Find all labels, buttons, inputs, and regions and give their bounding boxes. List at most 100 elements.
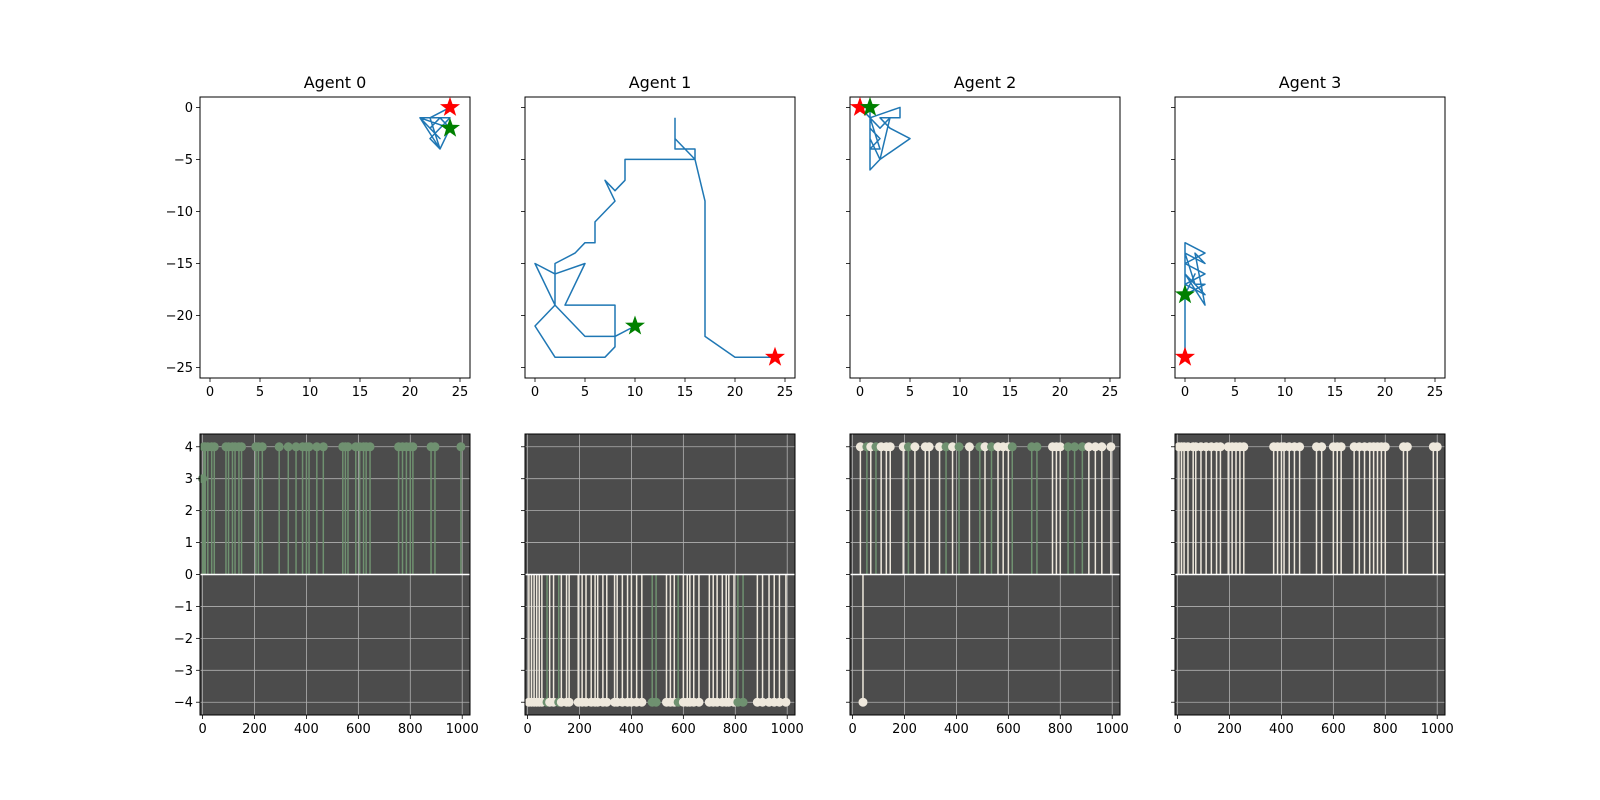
- x-tick-label: 5: [1231, 385, 1239, 400]
- y-tick-label: −4: [174, 696, 193, 711]
- y-tick-label: −3: [174, 664, 193, 679]
- stem-marker: [738, 697, 748, 707]
- stem-marker: [1055, 442, 1065, 452]
- end-marker-star: [440, 117, 460, 137]
- x-tick-label: 25: [1427, 385, 1444, 400]
- plot-background: [200, 97, 470, 378]
- x-tick-label: 15: [1002, 385, 1019, 400]
- stem: [858, 574, 868, 707]
- stem: [408, 442, 418, 575]
- stem: [954, 442, 964, 575]
- y-tick-label: 0: [185, 101, 193, 116]
- stem-marker: [602, 697, 612, 707]
- stem-marker: [1215, 442, 1225, 452]
- stem: [1215, 442, 1225, 575]
- x-tick-label: 0: [1181, 385, 1189, 400]
- stem-marker: [1317, 442, 1327, 452]
- x-tick-label: 5: [581, 385, 589, 400]
- stem-marker: [855, 442, 865, 452]
- y-tick-label: −20: [166, 309, 193, 324]
- x-tick-label: 0: [1173, 722, 1181, 737]
- stem: [758, 574, 768, 707]
- start-marker-star: [765, 346, 785, 366]
- x-tick-label: 600: [346, 722, 371, 737]
- stem: [1070, 442, 1080, 575]
- stem: [274, 442, 284, 575]
- stem: [1317, 442, 1327, 575]
- stem: [781, 574, 791, 707]
- x-tick-label: 10: [1277, 385, 1294, 400]
- x-tick-label: 15: [677, 385, 694, 400]
- stem: [1032, 442, 1042, 575]
- stem: [1295, 442, 1305, 575]
- x-tick-label: 10: [627, 385, 644, 400]
- trajectory-line: [534, 158, 695, 358]
- x-tick-label: 1000: [446, 722, 479, 737]
- stem-marker: [935, 442, 945, 452]
- stem: [291, 442, 301, 575]
- stem-marker: [910, 442, 920, 452]
- y-tick-label: 4: [185, 440, 193, 455]
- stem: [1380, 442, 1390, 575]
- y-tick-label: −25: [166, 361, 193, 376]
- action-plot-2: 0 200 400 600 800 1000: [846, 433, 1129, 737]
- stem-marker: [456, 442, 466, 452]
- stem: [1106, 442, 1116, 575]
- stem-marker: [283, 442, 293, 452]
- stem: [1077, 442, 1087, 575]
- x-tick-label: 25: [1102, 385, 1119, 400]
- x-tick-label: 20: [402, 385, 419, 400]
- stem: [738, 574, 748, 707]
- stem: [855, 442, 865, 575]
- x-tick-label: 5: [906, 385, 914, 400]
- stem-marker: [1063, 442, 1073, 452]
- stem: [964, 442, 974, 575]
- plot-background: [850, 97, 1120, 378]
- stem-marker: [1077, 442, 1087, 452]
- stem: [986, 442, 996, 575]
- stem: [209, 442, 219, 575]
- x-tick-label: 200: [892, 722, 917, 737]
- x-tick-label: 400: [1269, 722, 1294, 737]
- stem: [948, 442, 958, 575]
- x-tick-label: 20: [727, 385, 744, 400]
- stem-marker: [948, 442, 958, 452]
- trajectory-plot-0: 0 5 10 15 20 25 0 −5 −10 −15 −20 −25 Agent 0: [166, 73, 471, 400]
- y-tick-label: −10: [166, 205, 193, 220]
- trajectory-plot-1: 0 5 10 15 20 25 Agent 1: [521, 73, 796, 400]
- y-tick-label: −2: [174, 632, 193, 647]
- stem-marker: [781, 697, 791, 707]
- stem-marker: [758, 697, 768, 707]
- x-tick-label: 10: [952, 385, 969, 400]
- stem-marker: [1084, 442, 1094, 452]
- plot-background: [525, 97, 795, 378]
- stem-marker: [1097, 442, 1107, 452]
- x-tick-label: 200: [567, 722, 592, 737]
- stem-marker: [564, 697, 574, 707]
- x-tick-label: 400: [294, 722, 319, 737]
- x-tick-label: 25: [777, 385, 794, 400]
- stem-marker: [257, 442, 267, 452]
- stem-marker: [237, 442, 247, 452]
- x-tick-label: 400: [619, 722, 644, 737]
- x-tick-label: 800: [1373, 722, 1398, 737]
- stem-marker: [304, 442, 314, 452]
- stem: [1007, 442, 1017, 575]
- stem-marker: [1090, 442, 1100, 452]
- stem: [924, 442, 934, 575]
- plot-frame: [849, 433, 1121, 716]
- action-plot-3: 0 200 400 600 800 1000: [1171, 433, 1454, 737]
- stem-marker: [312, 442, 322, 452]
- stem-marker: [1402, 442, 1412, 452]
- x-tick-label: 1000: [1421, 722, 1454, 737]
- plot-frame: [1174, 433, 1446, 716]
- stem: [694, 574, 704, 707]
- stem-marker: [885, 442, 895, 452]
- stem-marker: [408, 442, 418, 452]
- x-tick-label: 600: [996, 722, 1021, 737]
- stem-marker: [903, 442, 913, 452]
- plot-frame: [1174, 96, 1446, 379]
- x-tick-label: 0: [206, 385, 214, 400]
- x-tick-label: 0: [848, 722, 856, 737]
